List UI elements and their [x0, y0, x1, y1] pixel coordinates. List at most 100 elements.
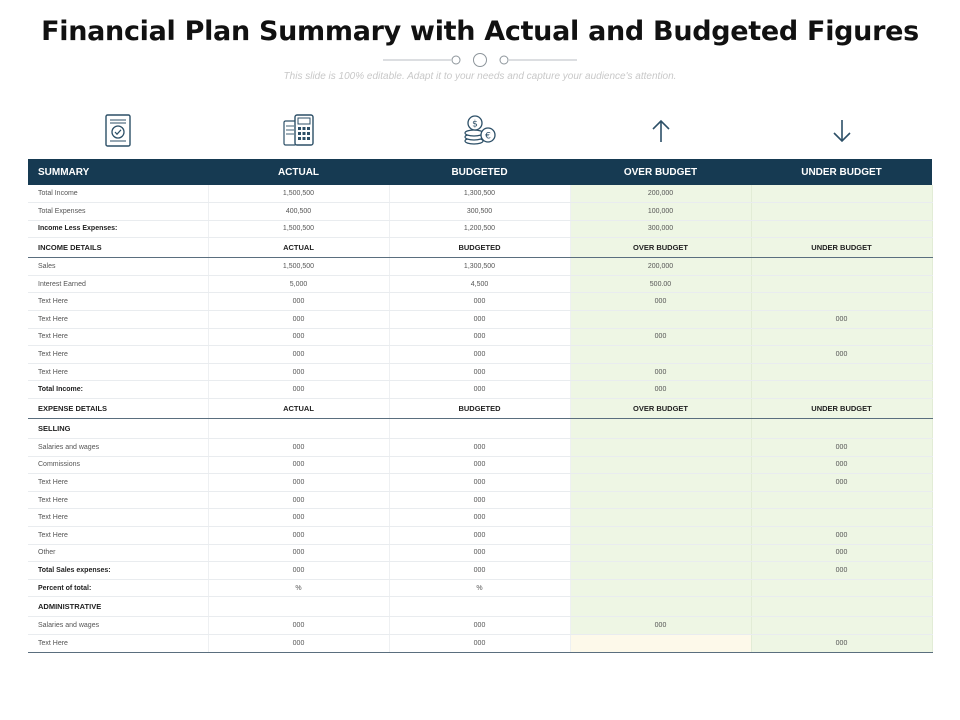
- table-row: Other 000 000 000: [28, 544, 933, 563]
- cell-under-budget: UNDER BUDGET: [751, 398, 933, 420]
- cell-label: Percent of total:: [28, 579, 209, 598]
- cell-label: Income Less Expenses:: [28, 220, 209, 239]
- table-row: Sales 1,500,500 1,300,500 200,000: [28, 257, 933, 276]
- header-budgeted: BUDGETED: [389, 159, 570, 185]
- table-row: Interest Earned 5,000 4,500 500.00: [28, 275, 933, 294]
- coins-icon: $ €: [390, 108, 570, 154]
- cell-budgeted: 000: [389, 380, 571, 400]
- cell-label: Text Here: [28, 526, 209, 545]
- cell-actual: [208, 418, 390, 440]
- cell-label: Text Here: [28, 508, 209, 527]
- cell-budgeted: 000: [389, 544, 571, 563]
- table-row: Salaries and wages 000 000 000: [28, 616, 933, 635]
- cell-label: Sales: [28, 257, 209, 276]
- cell-actual: 000: [208, 328, 390, 347]
- cell-label: Text Here: [28, 363, 209, 382]
- table-row: Text Here 000 000 000: [28, 345, 933, 364]
- cell-actual: 000: [208, 491, 390, 510]
- financial-report-icon: [28, 108, 208, 154]
- table-row: Salaries and wages 000 000 000: [28, 438, 933, 457]
- cell-over-budget: [570, 526, 752, 545]
- cell-budgeted: 1,300,500: [389, 185, 571, 204]
- table-row: Text Here 000 000: [28, 508, 933, 527]
- cell-over-budget: [570, 345, 752, 364]
- cell-budgeted: 000: [389, 491, 571, 510]
- table-row: Commissions 000 000 000: [28, 456, 933, 475]
- cell-budgeted: BUDGETED: [389, 398, 571, 420]
- cell-actual: 000: [208, 616, 390, 635]
- svg-text:€: €: [485, 132, 491, 142]
- cell-actual: ACTUAL: [208, 398, 390, 420]
- cell-label: Interest Earned: [28, 275, 209, 294]
- cell-budgeted: 000: [389, 561, 571, 580]
- cell-under-budget: 000: [751, 634, 933, 653]
- cell-budgeted: 000: [389, 310, 571, 329]
- cell-over-budget: 300,000: [570, 220, 752, 239]
- cell-under-budget: 000: [751, 310, 933, 329]
- cell-over-budget: 000: [570, 328, 752, 347]
- cell-over-budget: [570, 473, 752, 492]
- cell-label: Text Here: [28, 345, 209, 364]
- cell-under-budget: [751, 616, 933, 635]
- cell-over-budget: [570, 561, 752, 580]
- cell-actual: ACTUAL: [208, 237, 390, 259]
- cell-over-budget: [570, 544, 752, 563]
- cell-budgeted: [389, 596, 571, 618]
- cell-label: Commissions: [28, 456, 209, 475]
- table-row: Percent of total:%%: [28, 579, 933, 598]
- section-header-row: INCOME DETAILS ACTUAL BUDGETED OVER BUDGET U…: [28, 237, 933, 259]
- cell-budgeted: %: [389, 579, 571, 598]
- financial-summary-table: SUMMARY ACTUAL BUDGETED OVER BUDGET UNDE…: [28, 159, 933, 653]
- table-row: Text Here 000 000 000: [28, 310, 933, 329]
- cell-budgeted: 000: [389, 363, 571, 382]
- cell-actual: 000: [208, 438, 390, 457]
- cell-under-budget: [751, 508, 933, 527]
- cell-actual: 000: [208, 526, 390, 545]
- cell-label: Total Sales expenses:: [28, 561, 209, 580]
- cell-actual: [208, 596, 390, 618]
- cell-actual: %: [208, 579, 390, 598]
- table-row: Text Here 000 000 000: [28, 292, 933, 312]
- cell-actual: 000: [208, 473, 390, 492]
- cell-label: Total Expenses: [28, 202, 209, 221]
- table-row: Text Here 000 000 000: [28, 634, 933, 653]
- cell-label: INCOME DETAILS: [28, 237, 209, 259]
- cell-under-budget: [751, 579, 933, 598]
- arrow-up-icon: [571, 108, 751, 154]
- cell-label: Text Here: [28, 473, 209, 492]
- cell-under-budget: 000: [751, 526, 933, 545]
- cell-actual: 000: [208, 380, 390, 400]
- cell-label: Text Here: [28, 634, 209, 653]
- table-row: Text Here 000 000 000: [28, 363, 933, 382]
- cell-actual: 1,500,500: [208, 185, 390, 204]
- cell-under-budget: [751, 380, 933, 400]
- table-row: Total Sales expenses: 000 000 000: [28, 561, 933, 580]
- title-divider: [383, 53, 577, 67]
- cell-over-budget: 000: [570, 363, 752, 382]
- table-header-row: SUMMARY ACTUAL BUDGETED OVER BUDGET UNDE…: [28, 159, 932, 185]
- cell-over-budget: [570, 418, 752, 440]
- cell-over-budget: [570, 596, 752, 618]
- cell-under-budget: 000: [751, 438, 933, 457]
- cell-under-budget: 000: [751, 544, 933, 563]
- cell-over-budget: [570, 310, 752, 329]
- cell-actual: 000: [208, 508, 390, 527]
- cell-actual: 000: [208, 561, 390, 580]
- arrow-down-icon: [752, 108, 932, 154]
- icon-row: $ €: [28, 108, 932, 154]
- cell-under-budget: 000: [751, 561, 933, 580]
- header-summary: SUMMARY: [28, 159, 208, 185]
- cell-actual: 000: [208, 456, 390, 475]
- table-body: Total Income 1,500,500 1,300,500 200,000 Tot…: [28, 185, 933, 653]
- page-title: Financial Plan Summary with Actual and B…: [41, 16, 919, 47]
- cell-label: Text Here: [28, 292, 209, 312]
- cell-label: Other: [28, 544, 209, 563]
- cell-over-budget: [570, 456, 752, 475]
- header-over-budget: OVER BUDGET: [570, 159, 751, 185]
- cell-over-budget: [570, 508, 752, 527]
- table-row: Income Less Expenses: 1,500,500 1,200,500 3…: [28, 220, 933, 239]
- cell-under-budget: [751, 275, 933, 294]
- cell-actual: 1,500,500: [208, 257, 390, 276]
- cell-under-budget: 000: [751, 473, 933, 492]
- cell-under-budget: 000: [751, 456, 933, 475]
